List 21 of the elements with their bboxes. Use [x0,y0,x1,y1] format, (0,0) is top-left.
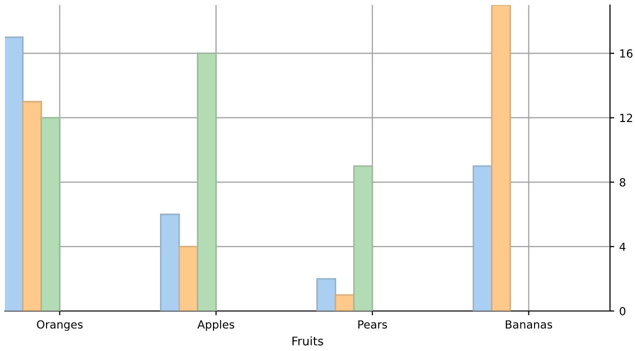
x-axis-title: Fruits [292,336,324,346]
x-tick-label: Apples [197,320,234,331]
bar [316,278,336,311]
x-tick-label: Oranges [36,320,83,331]
y-tick-label: 16 [620,49,632,58]
y-tick-label: 4 [620,242,626,251]
bar [5,36,24,311]
bar [334,294,355,311]
bar [22,100,42,311]
y-tick-label: 0 [620,306,626,316]
bar [472,165,493,311]
bar [178,246,198,311]
bar [491,5,511,311]
x-tick-label: Pears [358,320,387,329]
y-tick-label: 12 [620,114,632,122]
bar [40,117,60,311]
bar [353,165,374,311]
y-tick-label: 8 [620,178,626,187]
bar [160,214,180,311]
bar [196,52,217,311]
x-tick-label: Bananas [506,320,552,329]
